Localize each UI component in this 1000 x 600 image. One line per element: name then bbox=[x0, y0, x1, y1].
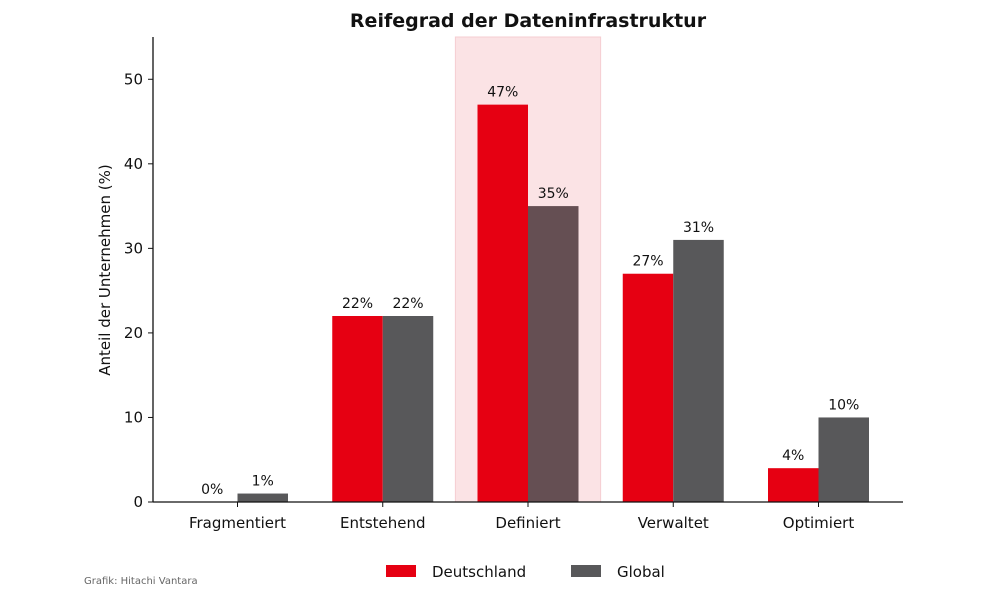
data-label: 35% bbox=[538, 186, 569, 202]
legend-label-deutschland: Deutschland bbox=[432, 563, 526, 581]
x-tick-label: Optimiert bbox=[783, 514, 855, 532]
y-tick-label: 20 bbox=[124, 324, 143, 342]
bar-deutschland-entstehend bbox=[332, 316, 383, 502]
data-label: 1% bbox=[252, 474, 274, 490]
data-label: 31% bbox=[683, 220, 714, 236]
y-tick-label: 10 bbox=[124, 408, 143, 426]
data-label: 27% bbox=[632, 254, 663, 270]
chart-title: Reifegrad der Dateninfrastruktur bbox=[350, 10, 707, 32]
bar-deutschland-optimiert bbox=[768, 468, 819, 502]
bar-global-verwaltet bbox=[673, 239, 724, 502]
y-tick-label: 50 bbox=[124, 70, 143, 88]
y-axis-label: Anteil der Unternehmen (%) bbox=[96, 164, 114, 375]
legend-swatch-global bbox=[571, 565, 601, 577]
x-tick-label: Fragmentiert bbox=[189, 514, 286, 532]
data-label: 22% bbox=[342, 296, 373, 312]
y-tick-label: 0 bbox=[133, 493, 143, 511]
x-tick-label: Definiert bbox=[495, 514, 560, 532]
bar-global-optimiert bbox=[818, 417, 869, 502]
data-label: 22% bbox=[392, 296, 423, 312]
x-tick-label: Verwaltet bbox=[638, 514, 709, 532]
y-tick-label: 30 bbox=[124, 239, 143, 257]
bar-deutschland-definiert bbox=[477, 104, 528, 503]
data-label: 47% bbox=[487, 85, 518, 101]
bar-global-fragmentiert bbox=[237, 493, 288, 502]
legend-swatch-deutschland bbox=[386, 565, 416, 577]
data-label: 10% bbox=[828, 397, 859, 413]
legend-label-global: Global bbox=[617, 563, 665, 581]
source-credit: Grafik: Hitachi Vantara bbox=[84, 576, 198, 587]
data-label: 0% bbox=[201, 482, 223, 498]
bar-global-definiert bbox=[528, 206, 579, 502]
y-tick-label: 40 bbox=[124, 155, 143, 173]
bar-global-entstehend bbox=[382, 316, 434, 502]
bar-deutschland-verwaltet bbox=[622, 273, 674, 502]
x-tick-label: Entstehend bbox=[340, 514, 426, 532]
data-label: 4% bbox=[782, 448, 804, 464]
